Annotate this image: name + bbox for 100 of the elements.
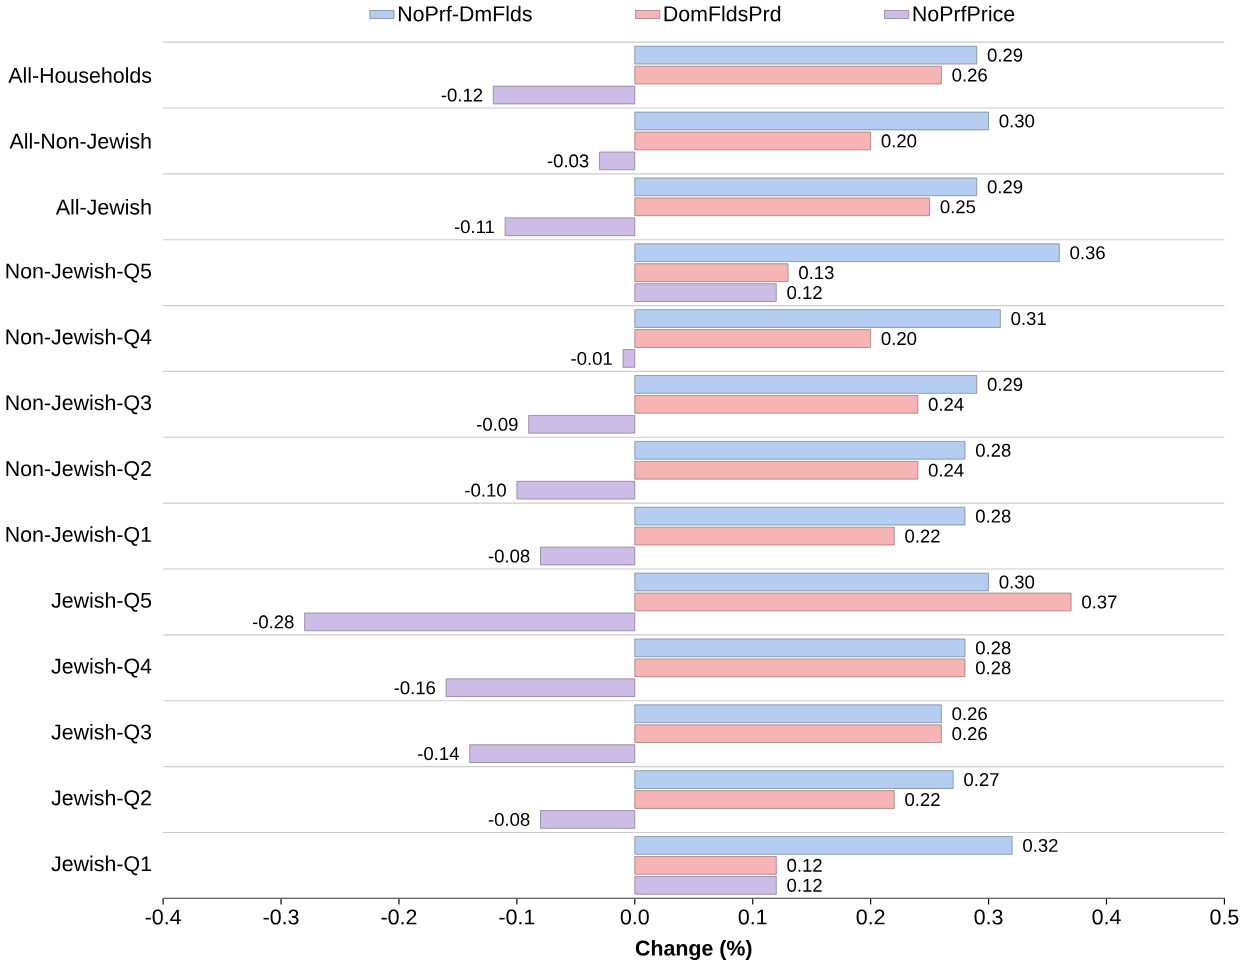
y-tick-label: Jewish-Q2 <box>51 789 151 810</box>
x-tick-label: 0.5 <box>1210 909 1239 925</box>
data-label: 0.29 <box>987 48 1023 62</box>
legend-label: DomFldsPrd <box>664 5 781 22</box>
bar <box>634 658 966 678</box>
data-label: 0.22 <box>905 529 940 543</box>
bar <box>634 329 871 348</box>
data-label: 0.24 <box>928 463 964 477</box>
data-label: 0.28 <box>975 443 1011 457</box>
y-tick-label: Non-Jewish-Q5 <box>6 263 152 283</box>
bar <box>634 46 978 65</box>
data-label: 0.12 <box>787 878 822 892</box>
bar <box>634 790 895 809</box>
y-tick-label: Jewish-Q1 <box>51 855 151 876</box>
bar <box>493 85 636 105</box>
data-label: 0.37 <box>1082 595 1117 609</box>
bar <box>304 612 636 632</box>
data-label: 0.24 <box>928 397 964 412</box>
data-label: 0.28 <box>975 661 1011 675</box>
bar <box>634 309 1001 328</box>
data-label: -0.11 <box>454 220 494 234</box>
bar <box>634 441 966 460</box>
y-tick-label: Non-Jewish-Q3 <box>6 394 152 415</box>
bar <box>634 395 919 414</box>
data-label: 0.12 <box>787 858 822 873</box>
data-label: 0.13 <box>799 266 834 280</box>
x-tick-label: -0.1 <box>499 909 535 925</box>
data-label: -0.12 <box>441 88 483 102</box>
bar <box>634 572 989 592</box>
data-label: 0.28 <box>975 641 1011 655</box>
data-label: 0.31 <box>1011 312 1046 326</box>
data-label: 0.26 <box>952 68 987 82</box>
data-label: 0.20 <box>881 134 917 148</box>
bar <box>634 375 978 394</box>
bar <box>634 283 777 302</box>
bar <box>634 243 1060 263</box>
data-label: -0.14 <box>418 747 459 761</box>
bar <box>599 151 636 171</box>
data-label: 0.26 <box>952 707 987 721</box>
x-tick-label: -0.3 <box>263 909 299 925</box>
bar <box>634 724 942 743</box>
bar <box>634 197 930 217</box>
bar <box>634 704 942 724</box>
data-label: -0.03 <box>547 154 589 168</box>
bar <box>634 770 954 789</box>
data-label: 0.28 <box>975 509 1011 523</box>
data-label: 0.26 <box>952 727 987 741</box>
x-tick-label: 0.0 <box>620 909 649 925</box>
data-label: 0.32 <box>1023 838 1058 853</box>
data-label: 0.29 <box>987 377 1023 392</box>
bar <box>634 836 1013 855</box>
y-tick-label: Jewish-Q3 <box>51 724 152 744</box>
y-tick-label: All-Non-Jewish <box>9 133 151 149</box>
bar <box>540 810 636 829</box>
legend-label: NoPrf-DmFlds <box>398 5 532 22</box>
data-label: -0.09 <box>477 417 518 431</box>
bar <box>634 527 895 546</box>
bar <box>634 638 966 658</box>
data-label: -0.08 <box>488 549 530 563</box>
data-label: 0.22 <box>905 793 940 807</box>
bar <box>528 415 636 434</box>
data-label: -0.08 <box>488 813 530 827</box>
data-label: 0.12 <box>787 286 822 300</box>
bar <box>622 349 636 368</box>
bar <box>540 546 636 566</box>
bar <box>516 481 636 500</box>
data-label: -0.10 <box>465 483 506 497</box>
y-tick-label: Jewish-Q4 <box>51 658 152 678</box>
bar <box>634 177 978 197</box>
y-tick-label: Non-Jewish-Q4 <box>6 328 152 349</box>
bar <box>634 65 942 85</box>
bar <box>469 744 636 763</box>
data-label: -0.16 <box>394 681 436 695</box>
data-label: 0.29 <box>987 180 1023 194</box>
x-tick-label: 0.3 <box>974 909 1003 925</box>
data-label: 0.36 <box>1070 246 1105 260</box>
x-tick-label: -0.4 <box>145 909 181 925</box>
x-tick-label: -0.2 <box>381 909 417 925</box>
y-tick-label: All-Jewish <box>55 199 151 215</box>
data-label: 0.25 <box>940 200 976 214</box>
data-label: -0.01 <box>571 352 612 366</box>
bar <box>634 111 989 131</box>
data-label: 0.30 <box>999 114 1035 128</box>
data-label: 0.20 <box>881 332 917 346</box>
y-tick-label: Non-Jewish-Q1 <box>6 526 151 546</box>
bar <box>634 507 966 526</box>
bar <box>634 461 919 480</box>
x-tick-label: 0.4 <box>1092 909 1121 925</box>
bar <box>634 263 789 282</box>
bar <box>634 876 777 895</box>
bar <box>634 856 777 875</box>
data-label: 0.27 <box>964 773 999 787</box>
y-tick-label: Non-Jewish-Q2 <box>6 460 151 481</box>
y-tick-label: Jewish-Q5 <box>51 592 152 612</box>
bar <box>504 217 636 237</box>
bar <box>445 678 636 698</box>
x-tick-label: 0.1 <box>738 909 767 925</box>
bar <box>634 592 1072 612</box>
x-tick-label: 0.2 <box>856 909 885 925</box>
x-axis-title: Change (%) <box>635 940 752 961</box>
